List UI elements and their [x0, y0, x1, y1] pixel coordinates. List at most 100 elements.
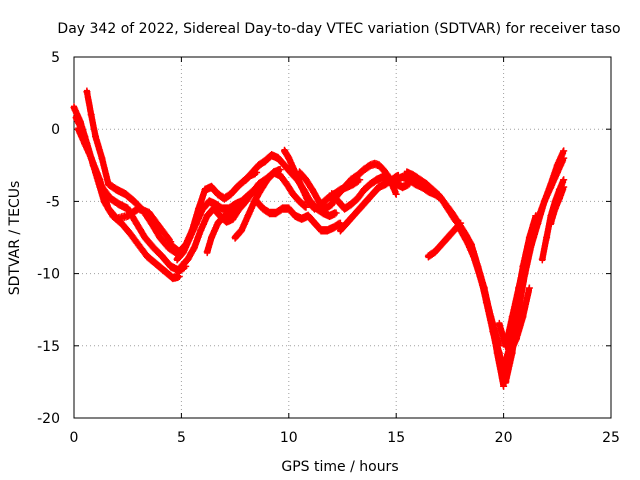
y-tick-label: -10: [37, 267, 60, 283]
data-point: [560, 154, 568, 162]
data-point: [126, 229, 134, 237]
data-point: [263, 176, 271, 184]
data-point: [500, 382, 508, 390]
y-axis-label: SDTVAR / TECUs: [7, 181, 23, 296]
data-point: [227, 209, 235, 217]
y-tick-label: 5: [51, 50, 60, 66]
data-point: [341, 183, 349, 191]
data-point: [409, 171, 417, 179]
data-point: [72, 114, 80, 122]
data-point: [540, 197, 548, 205]
series-track-24: [506, 284, 533, 358]
data-point: [525, 284, 533, 292]
data-point: [349, 212, 357, 220]
series-track-19: [424, 219, 465, 261]
data-point: [167, 241, 175, 249]
data-point: [495, 320, 503, 328]
data-point: [124, 212, 132, 220]
data-point: [272, 209, 280, 217]
data-point: [113, 215, 121, 223]
data-point: [285, 205, 293, 213]
data-point: [369, 190, 377, 198]
data-point: [366, 180, 374, 188]
data-point: [360, 186, 368, 194]
data-point: [354, 171, 361, 179]
data-point: [296, 197, 303, 205]
data-point: [444, 234, 452, 241]
data-point: [124, 205, 132, 213]
data-point: [317, 226, 325, 234]
data-point: [199, 205, 207, 213]
data-point: [412, 180, 419, 188]
data-point: [489, 327, 497, 335]
data-point: [399, 183, 407, 191]
data-point: [403, 169, 411, 176]
data-point: [356, 205, 364, 213]
data-point: [87, 154, 95, 162]
data-point: [431, 248, 439, 256]
data-point: [375, 183, 383, 191]
data-point: [201, 186, 209, 194]
data-point: [560, 147, 568, 155]
data-point: [134, 241, 142, 249]
data-point: [238, 226, 245, 234]
data-point: [244, 212, 252, 220]
data-point: [266, 209, 273, 217]
data-point: [384, 171, 392, 179]
data-point: [442, 200, 450, 208]
data-point: [304, 212, 312, 220]
data-point: [302, 176, 310, 184]
data-point: [330, 223, 338, 231]
data-point: [152, 260, 160, 267]
data-point: [298, 215, 306, 223]
y-tick-label: -5: [46, 194, 60, 210]
data-point: [134, 205, 142, 213]
data-point: [296, 169, 303, 176]
series-track-13: [296, 161, 374, 213]
data-point: [160, 267, 168, 275]
y-tick-label: 0: [51, 122, 60, 138]
data-point: [457, 219, 465, 227]
plot-frame: [73, 56, 612, 419]
data-point: [197, 226, 205, 234]
y-tick-label: -20: [37, 411, 60, 427]
data-point: [366, 161, 374, 169]
data-point: [513, 335, 520, 343]
data-point: [143, 252, 151, 260]
data-point: [506, 349, 514, 357]
data-point: [332, 209, 340, 217]
data-point: [231, 234, 239, 241]
data-point: [525, 234, 533, 241]
x-axis-label: GPS time / hours: [281, 459, 398, 475]
data-point: [98, 154, 106, 162]
data-point: [371, 160, 379, 168]
data-point: [205, 197, 213, 205]
data-point: [519, 313, 527, 321]
data-point: [289, 190, 297, 198]
data-point: [532, 212, 540, 220]
data-point: [399, 173, 407, 181]
data-point: [70, 104, 78, 111]
data-point: [354, 195, 361, 202]
data-point: [208, 183, 215, 191]
x-tick-label: 5: [177, 430, 186, 446]
data-point: [500, 364, 508, 371]
data-point: [83, 88, 91, 96]
data-point: [334, 197, 342, 205]
x-tick-label: 25: [602, 430, 620, 446]
data-point: [291, 212, 299, 220]
data-point: [248, 169, 256, 176]
data-point: [457, 226, 465, 234]
data-point: [315, 197, 323, 205]
data-point: [180, 248, 187, 256]
data-point: [173, 255, 181, 263]
data-point: [392, 176, 400, 184]
data-point: [92, 132, 99, 140]
data-point: [311, 219, 319, 227]
data-point: [113, 186, 121, 194]
data-point: [156, 223, 164, 231]
data-point: [304, 197, 312, 205]
series-track-4: [74, 125, 175, 246]
data-point: [214, 190, 222, 198]
